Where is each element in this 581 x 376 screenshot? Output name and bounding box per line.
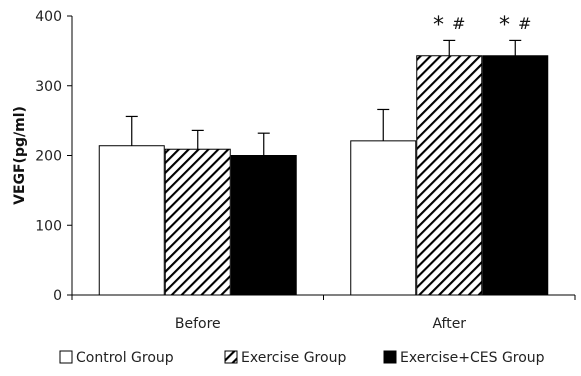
error-bar-0-2 (257, 132, 270, 156)
legend-label-0: Control Group (76, 350, 174, 366)
error-bar-0-1 (191, 129, 204, 150)
bar-0-0 (98, 145, 165, 296)
x-category-label-0: Before (175, 316, 221, 332)
x-category-label-1: After (432, 316, 466, 332)
y-tick-label-2: 200 (35, 149, 62, 165)
significance-marker-1: * # (499, 13, 531, 38)
legend-item-2: Exercise+CES Group (383, 350, 545, 366)
legend-label-1: Exercise Group (241, 350, 346, 366)
y-axis-title: VEGF(pg/ml) (12, 106, 28, 205)
bar-0-1 (164, 148, 231, 296)
error-bar-1-1 (443, 39, 456, 56)
legend-swatch-1 (224, 350, 238, 364)
error-bar-1-2 (509, 39, 522, 56)
y-tick-label-1: 100 (35, 218, 62, 234)
legend-item-1: Exercise Group (224, 350, 346, 366)
bar-1-2 (482, 55, 549, 296)
bar-1-1 (416, 55, 483, 296)
legend-label-2: Exercise+CES Group (400, 350, 545, 366)
y-tick-label-0: 0 (53, 288, 62, 304)
y-tick-label-4: 400 (35, 9, 62, 25)
legend-item-0: Control Group (59, 350, 174, 366)
legend-swatch-2 (383, 350, 397, 364)
bar-1-0 (350, 140, 417, 296)
y-tick-label-3: 300 (35, 79, 62, 95)
significance-marker-0: * # (433, 13, 465, 38)
error-bar-1-0 (377, 108, 390, 141)
legend-swatch-0 (59, 350, 73, 364)
bar-0-2 (230, 155, 297, 296)
error-bar-0-0 (125, 115, 138, 146)
